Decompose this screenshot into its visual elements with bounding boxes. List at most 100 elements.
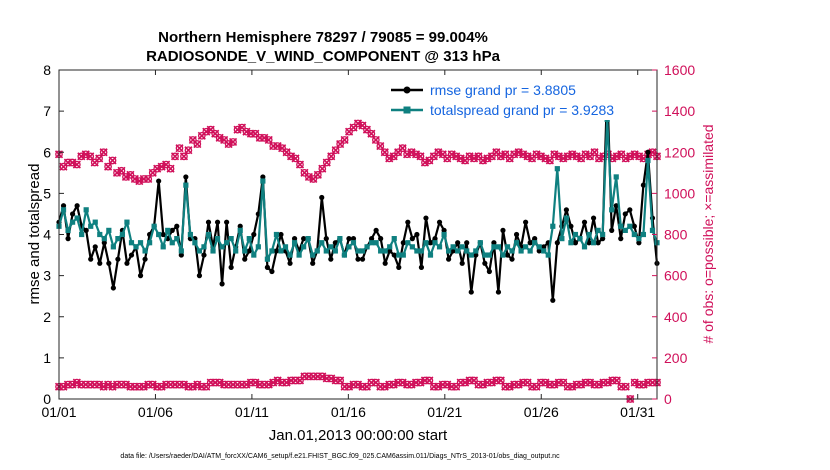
obs-possible-marker [510,380,519,389]
obs-possible-marker [372,136,380,144]
obs-assimilated-marker [483,154,492,163]
spread-point [586,231,592,238]
spread-point [396,252,402,258]
spread-point [310,252,316,258]
obs-possible-marker [425,156,434,165]
obs-point-lower [621,382,630,391]
obs-possible-marker [264,136,273,144]
obs-possible-marker [139,175,148,183]
obs-assimilated-marker [68,380,77,389]
obs-possible-marker [247,129,255,138]
obs-possible-marker [416,152,425,161]
rmse-point [92,244,98,250]
spread-point [459,244,465,250]
obs-possible-marker [322,374,331,383]
obs-possible-marker [336,376,344,385]
obs-assimilated-marker [590,148,599,157]
obs-assimilated-marker [273,142,282,151]
obs-assimilated-marker [188,382,197,391]
obs-possible-marker [421,376,429,385]
obs-possible-marker [175,380,184,389]
obs-point-lower [612,376,621,385]
obs-point-lower [532,382,541,391]
obs-assimilated-marker [157,162,166,171]
rmse-point [468,289,474,295]
spread-point [264,256,270,262]
rmse-point [242,256,248,262]
spread-point [346,244,352,250]
obs-assimilated-marker [148,380,157,389]
obs-possible-marker [363,125,371,134]
obs-point-upper [117,166,126,175]
obs-assimilated-marker [179,380,189,389]
obs-assimilated-marker [202,127,211,136]
obs-assimilated-marker [157,382,166,391]
x-tick-label: 01/01 [41,404,76,420]
rmse-point [355,256,361,262]
spread-point [323,248,329,254]
obs-assimilated-marker [626,152,635,161]
obs-assimilated-marker [224,139,233,149]
obs-assimilated-marker [273,376,282,385]
obs-possible-marker [300,372,309,381]
obs-assimilated-marker [260,133,269,142]
spread-point [301,244,307,250]
obs-possible-marker [189,136,197,144]
spread-point [133,244,139,250]
y-tick-label: 1 [43,350,51,366]
obs-assimilated-marker [144,174,153,184]
obs-assimilated-marker [327,152,336,161]
obs-assimilated-marker [389,380,398,389]
obs-assimilated-marker [112,168,122,177]
spread-point [436,244,443,250]
spread-point [359,248,366,254]
rmse-point [418,264,425,270]
series-layer [56,83,660,303]
obs-assimilated-marker [313,170,322,179]
obs-possible-marker [247,378,255,387]
obs-possible-marker [590,148,599,157]
obs-assimilated-marker [242,127,251,136]
obs-possible-marker [505,154,514,163]
obs-possible-marker [380,148,389,157]
spread-point [350,240,357,246]
obs-possible-marker [501,150,510,159]
obs-assimilated-marker [550,380,559,389]
spread-point [74,215,80,221]
obs-possible-marker [532,382,541,391]
obs-assimilated-marker [166,164,175,173]
obs-possible-marker [336,140,344,148]
obs-point-upper [251,129,260,138]
x-tick-label: 01/31 [620,404,655,420]
spread-point [183,182,189,188]
obs-possible-marker [322,158,331,167]
rmse-point [590,215,597,221]
rmse-point [273,248,280,254]
obs-point-upper [170,152,180,161]
y2-tick-label: 1200 [664,144,695,160]
obs-possible-marker [220,380,228,389]
spread-point [205,231,212,238]
obs-possible-marker [77,380,86,389]
y2-tick-label: 800 [664,227,688,243]
obs-assimilated-marker [108,382,117,391]
x-axis-label: Jan.01,2013 00:00:00 start [269,427,448,444]
rmse-point [115,256,121,262]
obs-assimilated-marker [398,378,407,387]
rmse-point [332,240,338,246]
obs-assimilated-marker [478,156,488,165]
rmse-point [455,240,461,246]
rmse-point [645,149,651,155]
rmse-point [541,244,547,250]
obs-possible-marker [358,382,367,391]
obs-possible-marker [287,376,295,385]
rmse-point [572,240,579,246]
spread-point [532,240,538,246]
spread-point [242,248,248,254]
obs-point-upper [108,156,117,165]
obs-possible-marker [108,156,117,165]
rmse-point [264,264,270,270]
spread-point [110,244,116,250]
chart-subtitle: RADIOSONDE_V_WIND_COMPONENT @ 313 hPa [146,48,501,65]
rmse-point [183,174,189,180]
